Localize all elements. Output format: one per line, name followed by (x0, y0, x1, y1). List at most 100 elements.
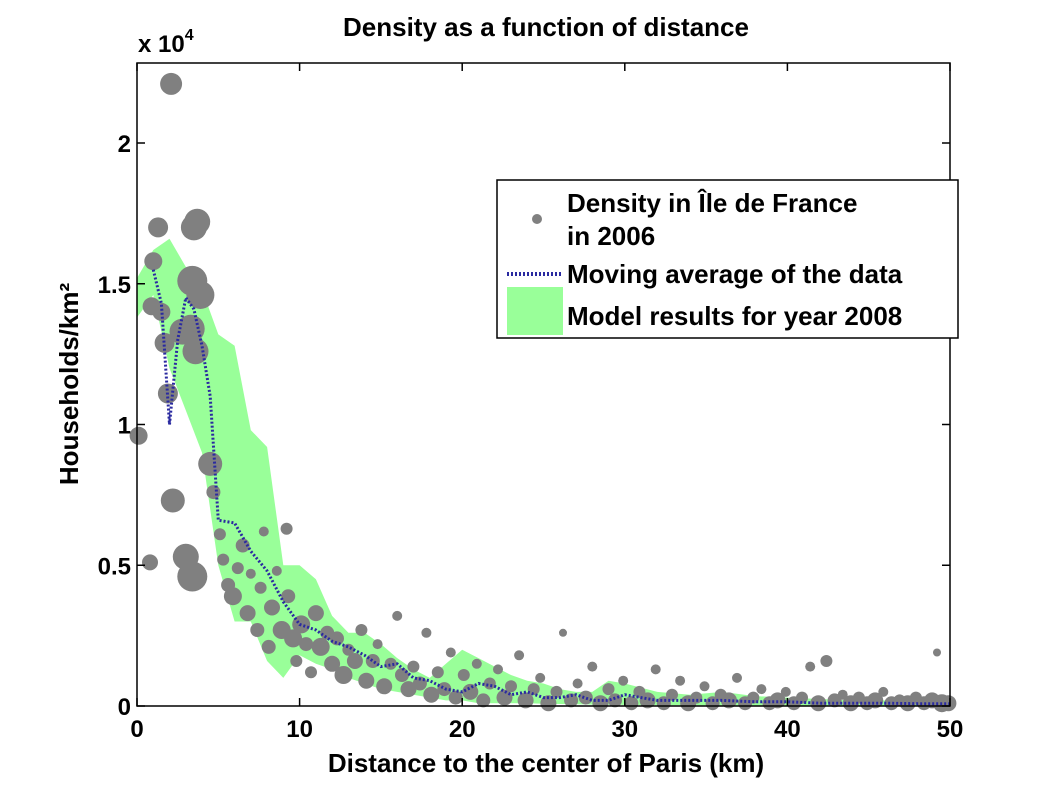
scatter-point (471, 658, 482, 669)
scatter-point (400, 681, 417, 698)
scatter-point (281, 589, 296, 604)
scatter-point (535, 672, 546, 683)
scatter-point (437, 682, 452, 697)
scatter-point (431, 666, 444, 679)
x-axis-ticks: 0 10 20 30 40 50 (130, 63, 963, 743)
scatter-point (810, 695, 827, 712)
scatter-point (587, 661, 598, 672)
scatter-point (372, 639, 383, 650)
scatter-point (780, 686, 791, 697)
scatter-point (639, 692, 656, 709)
scatter-point (933, 648, 941, 657)
scatter-point (198, 451, 223, 476)
scatter-point (517, 692, 534, 709)
scatter-point (756, 684, 767, 695)
scatter-point (384, 657, 397, 670)
scatter-point (186, 281, 215, 309)
scatter-point (493, 664, 503, 675)
x-tick-label: 40 (774, 716, 801, 743)
scatter-point (514, 650, 525, 661)
scatter-point (324, 655, 341, 672)
scatter-point (177, 561, 208, 592)
scatter-point (231, 562, 244, 575)
scatter-point (650, 664, 661, 675)
scatter-point (423, 686, 440, 703)
legend-label-model: Model results for year 2008 (567, 301, 902, 331)
scatter-point (445, 647, 456, 658)
scatter-point (206, 485, 221, 500)
scatter-point (355, 624, 368, 636)
scatter-point (878, 686, 889, 697)
scatter-point (245, 568, 256, 579)
scatter-point (457, 669, 470, 681)
scatter-point (699, 681, 710, 692)
y-tick-label: 1.5 (98, 272, 131, 299)
scatter-point (346, 653, 363, 669)
y-axis-multiplier-exponent: 4 (185, 27, 194, 44)
scatter-point (305, 666, 317, 679)
scatter-point (820, 655, 833, 667)
legend-label-moving-average: Moving average of the data (567, 259, 903, 289)
scatter-point (376, 678, 393, 695)
scatter-point (578, 690, 593, 705)
scatter-point (239, 605, 256, 622)
scatter-point (261, 639, 276, 654)
scatter-point (483, 677, 496, 690)
scatter-point (176, 314, 205, 343)
scatter-point (223, 587, 242, 606)
scatter-point (796, 691, 808, 704)
scatter-point (540, 695, 557, 712)
y-axis-multiplier: x 104 (138, 27, 194, 58)
scatter-point (284, 629, 303, 648)
moving-average-line (151, 269, 950, 706)
scatter-point (550, 685, 563, 698)
scatter-point (152, 302, 171, 321)
scatter-point (254, 581, 267, 594)
scatter-point (290, 655, 303, 667)
y-tick-label: 0 (118, 694, 131, 721)
x-tick-label: 50 (937, 716, 964, 743)
x-tick-label: 10 (286, 716, 313, 743)
scatter-point (129, 426, 148, 445)
y-tick-label: 1 (118, 413, 131, 440)
scatter-point (280, 522, 293, 535)
scatter-point (307, 605, 324, 622)
scatter-point (675, 675, 686, 686)
x-tick-label: 30 (611, 716, 638, 743)
scatter-point (602, 683, 615, 696)
scatter-point (392, 610, 403, 621)
legend-box (496, 179, 959, 339)
scatter-point (867, 692, 884, 709)
scatter-point (732, 672, 742, 683)
x-tick-label: 0 (130, 716, 143, 743)
scatter-point (299, 637, 314, 652)
y-tick-label: 2 (118, 131, 131, 158)
scatter-point (559, 628, 567, 637)
legend: Density in Île de France in 2006 Moving … (496, 179, 959, 339)
x-tick-label: 20 (449, 716, 476, 743)
scatter-point (154, 332, 175, 353)
scatter-point (448, 690, 463, 705)
scatter-point (264, 599, 280, 616)
scatter-point (666, 688, 678, 701)
scatter-point (592, 695, 609, 712)
axes-box (136, 62, 951, 707)
scatter-point (160, 72, 183, 95)
scatter-layer (129, 72, 957, 713)
scatter-point (505, 680, 517, 693)
scatter-point (421, 627, 432, 638)
legend-swatch-scatter (532, 214, 542, 224)
scatter-point (618, 675, 629, 686)
chart-title: Density as a function of distance (343, 12, 749, 42)
scatter-point (837, 689, 848, 700)
y-axis-ticks: 0 0.5 1 1.5 2 (98, 131, 950, 721)
scatter-point (407, 660, 420, 673)
scatter-point (334, 666, 353, 684)
legend-label-scatter-line1: Density in Île de France (567, 188, 857, 218)
scatter-point (476, 693, 491, 708)
y-axis-label: Households/km² (54, 283, 84, 486)
scatter-point (144, 252, 163, 271)
scatter-point (271, 565, 282, 576)
scatter-point (358, 672, 375, 689)
